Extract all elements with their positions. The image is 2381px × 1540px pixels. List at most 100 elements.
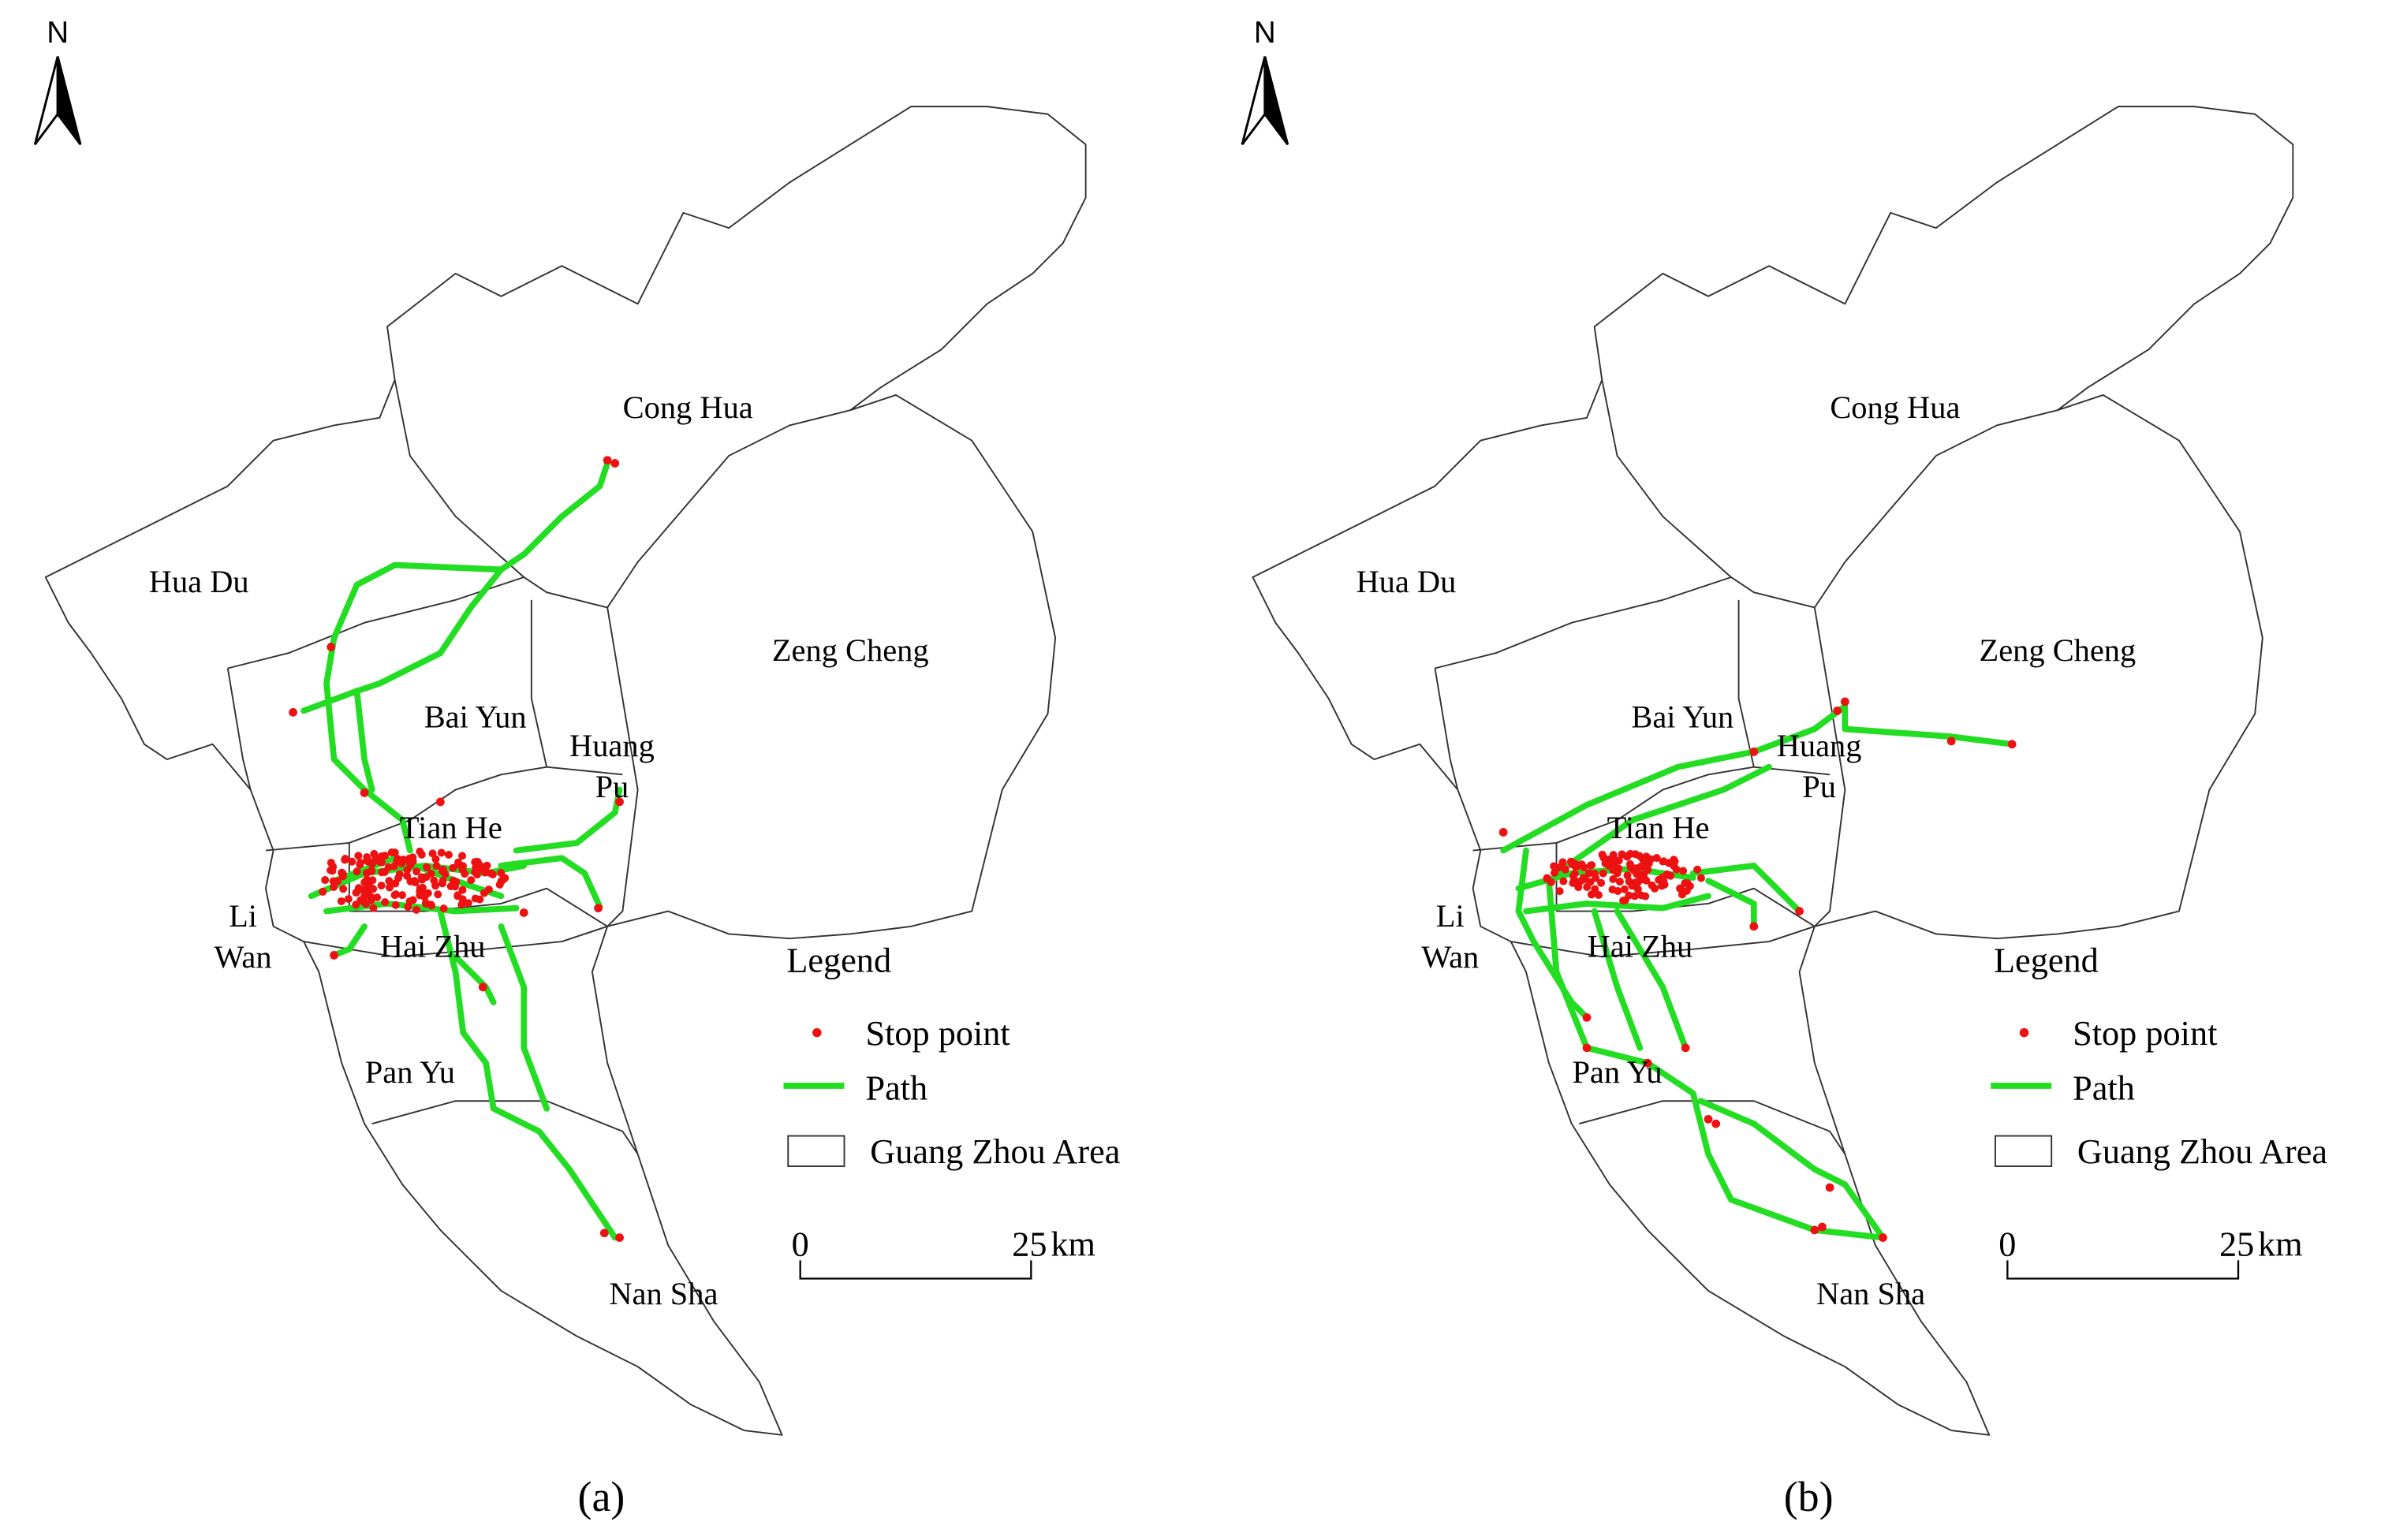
north-arrow-right bbox=[1263, 56, 1289, 146]
stop-point bbox=[464, 899, 472, 908]
stop-point bbox=[1648, 881, 1656, 889]
legend-item: Guang Zhou Area bbox=[870, 1132, 1120, 1171]
stop-point bbox=[481, 868, 490, 877]
stop-point bbox=[391, 901, 400, 909]
stop-point bbox=[1598, 850, 1607, 859]
scale-start: 0 bbox=[1998, 1225, 2016, 1264]
path-line bbox=[1500, 703, 2015, 854]
stop-point bbox=[461, 870, 469, 878]
stop-point bbox=[1599, 869, 1607, 878]
district-label: Tian He bbox=[400, 810, 502, 845]
stop-point bbox=[1749, 922, 1759, 931]
map-panel: Cong Hua Hua Du Zeng Cheng Bai Yun Huang Pu Ti… bbox=[33, 16, 1121, 1520]
stop-point bbox=[1825, 1183, 1834, 1192]
district-label: Cong Hua bbox=[623, 390, 753, 425]
stop-point bbox=[341, 856, 349, 864]
stop-point bbox=[329, 863, 338, 871]
district-label: Pu bbox=[1802, 769, 1836, 804]
stop-point bbox=[1946, 736, 1956, 746]
path-line bbox=[437, 908, 618, 1241]
district-label: Li bbox=[229, 898, 257, 934]
stop-point bbox=[1696, 874, 1705, 882]
district-label: Zeng Cheng bbox=[1980, 632, 2137, 668]
stop-point bbox=[373, 893, 382, 902]
stop-point bbox=[1643, 1058, 1652, 1068]
stop-point bbox=[1795, 907, 1804, 915]
caption: (a) bbox=[578, 1473, 625, 1520]
district-label: Nan Sha bbox=[609, 1276, 718, 1311]
stop-point bbox=[427, 869, 435, 878]
stop-point bbox=[457, 901, 466, 909]
district-label: Hai Zhu bbox=[380, 928, 486, 964]
stop-point bbox=[1679, 867, 1688, 875]
stop-point bbox=[353, 867, 361, 876]
stop-point bbox=[1879, 1233, 1887, 1242]
stop-point bbox=[360, 788, 369, 797]
stop-point bbox=[435, 797, 445, 807]
stop-point bbox=[434, 890, 442, 899]
stop-point bbox=[1620, 885, 1629, 893]
stop-point bbox=[599, 1229, 609, 1238]
stop-point bbox=[439, 904, 448, 913]
stop-point bbox=[362, 899, 371, 908]
legend-item: Path bbox=[2073, 1068, 2135, 1107]
legend-stop-symbol bbox=[2019, 1027, 2029, 1038]
stop-point bbox=[1833, 707, 1842, 715]
stop-point bbox=[1630, 892, 1639, 901]
stop-point bbox=[1580, 863, 1588, 872]
stop-point bbox=[1582, 1043, 1592, 1053]
stop-point bbox=[412, 905, 420, 914]
stop-point bbox=[1682, 886, 1691, 895]
district-label: Cong Hua bbox=[1830, 390, 1960, 425]
stop-point bbox=[354, 852, 363, 860]
stop-point bbox=[356, 860, 364, 869]
district-label: Bai Yun bbox=[424, 699, 527, 735]
legend-title: Legend bbox=[786, 942, 891, 980]
stop-point bbox=[458, 852, 467, 860]
district-label: Pu bbox=[595, 769, 629, 804]
scale-end: 25 bbox=[1012, 1225, 1047, 1264]
stop-point bbox=[476, 895, 484, 904]
path-line bbox=[1689, 862, 1803, 915]
stop-point bbox=[1818, 1222, 1827, 1232]
stop-point bbox=[338, 872, 347, 881]
stop-point bbox=[344, 895, 353, 904]
path-line bbox=[1614, 908, 1689, 1051]
stop-point bbox=[1810, 1225, 1819, 1235]
stop-point bbox=[610, 459, 620, 468]
stop-point bbox=[475, 860, 483, 869]
stop-point bbox=[1660, 880, 1669, 889]
stop-point bbox=[1594, 891, 1603, 900]
stop-point bbox=[439, 865, 447, 874]
stop-point bbox=[1636, 874, 1645, 882]
district-label: Li bbox=[1436, 898, 1465, 934]
scale-end: 25 bbox=[2219, 1225, 2254, 1264]
legend-item: Stop point bbox=[865, 1014, 1010, 1053]
stop-point bbox=[1558, 858, 1567, 867]
stop-point bbox=[362, 869, 371, 878]
stop-point bbox=[380, 867, 389, 876]
stop-point bbox=[424, 889, 432, 897]
stop-point bbox=[418, 886, 427, 894]
district-label: Tian He bbox=[1607, 810, 1710, 845]
stop-point bbox=[1711, 1119, 1721, 1128]
stop-point bbox=[487, 869, 495, 878]
stop-point bbox=[1633, 885, 1642, 893]
stop-point bbox=[594, 904, 603, 913]
stop-point bbox=[1586, 861, 1595, 870]
stop-point bbox=[363, 856, 371, 864]
stop-point bbox=[405, 897, 414, 906]
legend-item: Path bbox=[865, 1068, 927, 1107]
path-line bbox=[1591, 908, 1644, 1051]
stop-point bbox=[1704, 1114, 1713, 1124]
stop-point bbox=[1615, 878, 1624, 886]
stop-point bbox=[1676, 884, 1685, 893]
stop-point bbox=[1619, 897, 1628, 905]
path-line bbox=[1705, 878, 1757, 930]
stop-point bbox=[1693, 865, 1702, 874]
stop-point bbox=[409, 853, 417, 862]
stop-point bbox=[339, 885, 348, 893]
stop-point bbox=[1681, 1043, 1690, 1053]
stop-point bbox=[403, 866, 412, 874]
